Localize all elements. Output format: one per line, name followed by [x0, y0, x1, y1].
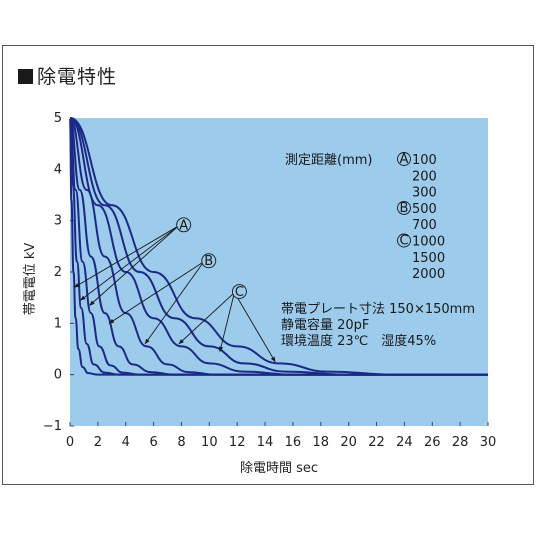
callout-label-C: C	[235, 285, 244, 300]
callout-circle-B	[201, 253, 217, 269]
callout-arrow-500	[108, 261, 205, 324]
series-line-700	[69, 117, 488, 376]
annotation-line: 静電容量 20pF	[281, 317, 369, 333]
figure-frame	[2, 45, 534, 485]
legend-value-1500: 1500	[412, 251, 445, 266]
series-line-1000	[69, 117, 488, 376]
y-tick-label: 4	[54, 162, 62, 177]
chart-title-text: 除電特性	[37, 66, 118, 88]
y-tick-label: −1	[43, 419, 62, 434]
annotation-line: 帯電プレート寸法 150×150mm	[281, 302, 475, 317]
y-axis-label: 帯電電位 kV	[23, 243, 38, 316]
series-line-2000	[69, 117, 488, 376]
x-tick-label: 6	[149, 435, 157, 450]
callout-arrow-2000	[234, 292, 276, 363]
x-axis-label: 除電時間 sec	[240, 461, 318, 476]
callout-label-A: A	[179, 218, 188, 233]
legend-group-circle-A	[397, 152, 411, 166]
x-tick-label: 26	[424, 435, 441, 450]
x-tick-label: 12	[229, 435, 246, 450]
callout-arrow-1000	[178, 292, 235, 345]
x-tick-label: 2	[94, 435, 102, 450]
callout-arrow-1500	[218, 292, 235, 353]
x-tick-label: 16	[285, 435, 302, 450]
x-tick-label: 10	[201, 435, 218, 450]
legend-value-100: 100	[412, 153, 437, 168]
x-tick-label: 18	[313, 435, 330, 450]
x-tick-label: 4	[122, 435, 130, 450]
legend-value-500: 500	[412, 202, 437, 217]
x-tick-label: 28	[452, 435, 469, 450]
callout-arrow-200	[80, 225, 179, 301]
callout-label-B: B	[204, 254, 213, 269]
legend-group-circle-C	[397, 233, 411, 248]
series-line-200	[69, 117, 488, 376]
y-tick-label: 5	[54, 111, 62, 126]
title-square-icon	[18, 69, 33, 84]
legend-group-label-B: B	[400, 201, 409, 216]
series-line-300	[69, 117, 488, 376]
y-tick-label: 3	[54, 214, 62, 229]
callout-circle-C	[231, 284, 247, 299]
x-tick-label: 24	[396, 435, 413, 450]
callout-arrow-700	[144, 261, 205, 345]
legend-value-700: 700	[412, 218, 437, 233]
legend-value-2000: 2000	[412, 267, 445, 282]
x-tick-label: 14	[257, 435, 274, 450]
series-line-1500	[69, 117, 488, 376]
legend-value-300: 300	[412, 186, 437, 201]
legend-group-label-C: C	[399, 234, 408, 249]
series-line-100	[69, 117, 488, 376]
x-tick-label: 30	[480, 435, 497, 450]
y-tick-label: 0	[54, 368, 62, 383]
chart-title: 除電特性	[18, 62, 117, 89]
y-tick-label: 2	[54, 265, 62, 280]
callout-circle-A	[176, 217, 192, 233]
legend-header: 測定距離(mm)	[285, 153, 372, 168]
annotation-line: 環境温度 23℃ 湿度45%	[281, 333, 436, 349]
legend-group-circle-B	[397, 200, 411, 215]
x-tick-label: 22	[368, 435, 385, 450]
legend-value-200: 200	[412, 169, 437, 184]
callout-arrow-100	[73, 225, 179, 288]
y-tick-label: 1	[54, 316, 62, 331]
x-tick-label: 20	[340, 435, 357, 450]
callout-arrow-300	[89, 225, 179, 306]
legend-value-1000: 1000	[412, 235, 445, 250]
x-tick-label: 8	[177, 435, 185, 450]
legend-group-label-A: A	[400, 152, 409, 167]
x-tick-label: 0	[66, 435, 74, 450]
